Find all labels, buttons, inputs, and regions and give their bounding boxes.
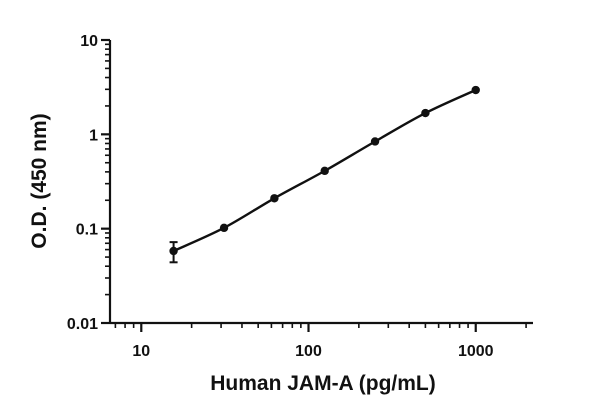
data-point <box>320 166 329 176</box>
plot-area <box>169 85 480 264</box>
y-axis: 0.01 0.1 1 10 O.D. (450 nm) <box>28 33 112 333</box>
y-axis-title: O.D. (450 nm) <box>28 113 51 248</box>
y-tick-label: 0.01 <box>67 316 98 333</box>
data-point <box>270 194 279 203</box>
y-tick-label: 10 <box>80 33 98 50</box>
data-point <box>421 108 430 118</box>
data-point <box>219 223 229 233</box>
data-point <box>370 137 380 146</box>
x-tick-label: 1000 <box>458 343 494 360</box>
y-tick-label: 1 <box>89 127 98 144</box>
y-tick-label: 0.1 <box>76 222 98 239</box>
x-tick-label: 100 <box>295 343 322 360</box>
data-point <box>169 246 178 256</box>
data-point <box>471 85 480 95</box>
x-axis-title: Human JAM-A (pg/mL) <box>210 372 436 395</box>
x-axis: 10 100 1000 Human JAM-A (pg/mL) <box>110 321 533 395</box>
x-tick-label: 10 <box>132 343 150 360</box>
